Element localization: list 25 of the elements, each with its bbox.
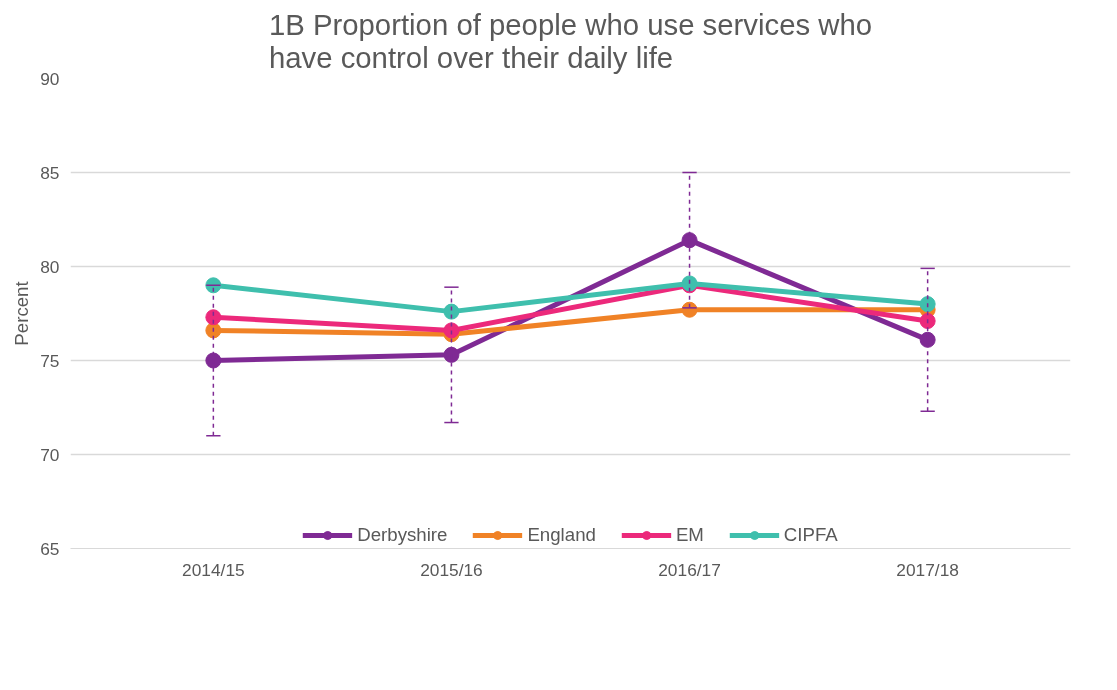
legend-label: EM — [675, 524, 704, 546]
y-tick-label: 90 — [40, 68, 60, 89]
chart-title: 1B Proportion of people who use services who have control over their daily life — [268, 7, 873, 74]
x-tick-label: 2014/15 — [182, 559, 245, 580]
point — [681, 232, 698, 249]
y-tick-label: 75 — [40, 350, 60, 371]
x-tick-label: 2015/16 — [420, 559, 483, 580]
legend-label: England — [527, 524, 596, 546]
x-tick-label: 2016/17 — [658, 559, 721, 580]
y-axis-title: Percent — [11, 280, 33, 346]
y-tick-label: 85 — [40, 162, 60, 183]
point — [443, 322, 460, 339]
point — [205, 309, 222, 326]
y-tick-label: 70 — [40, 444, 60, 465]
point — [919, 331, 936, 348]
legend-label: CIPFA — [783, 524, 838, 546]
x-tick-label: 2017/18 — [896, 559, 959, 580]
point — [443, 346, 460, 363]
legend-label: Derbyshire — [357, 524, 448, 546]
point — [443, 303, 460, 320]
point — [205, 352, 222, 369]
y-tick-label: 80 — [40, 256, 60, 277]
y-tick-label: 65 — [40, 538, 60, 559]
point — [919, 313, 936, 330]
point — [919, 296, 936, 313]
